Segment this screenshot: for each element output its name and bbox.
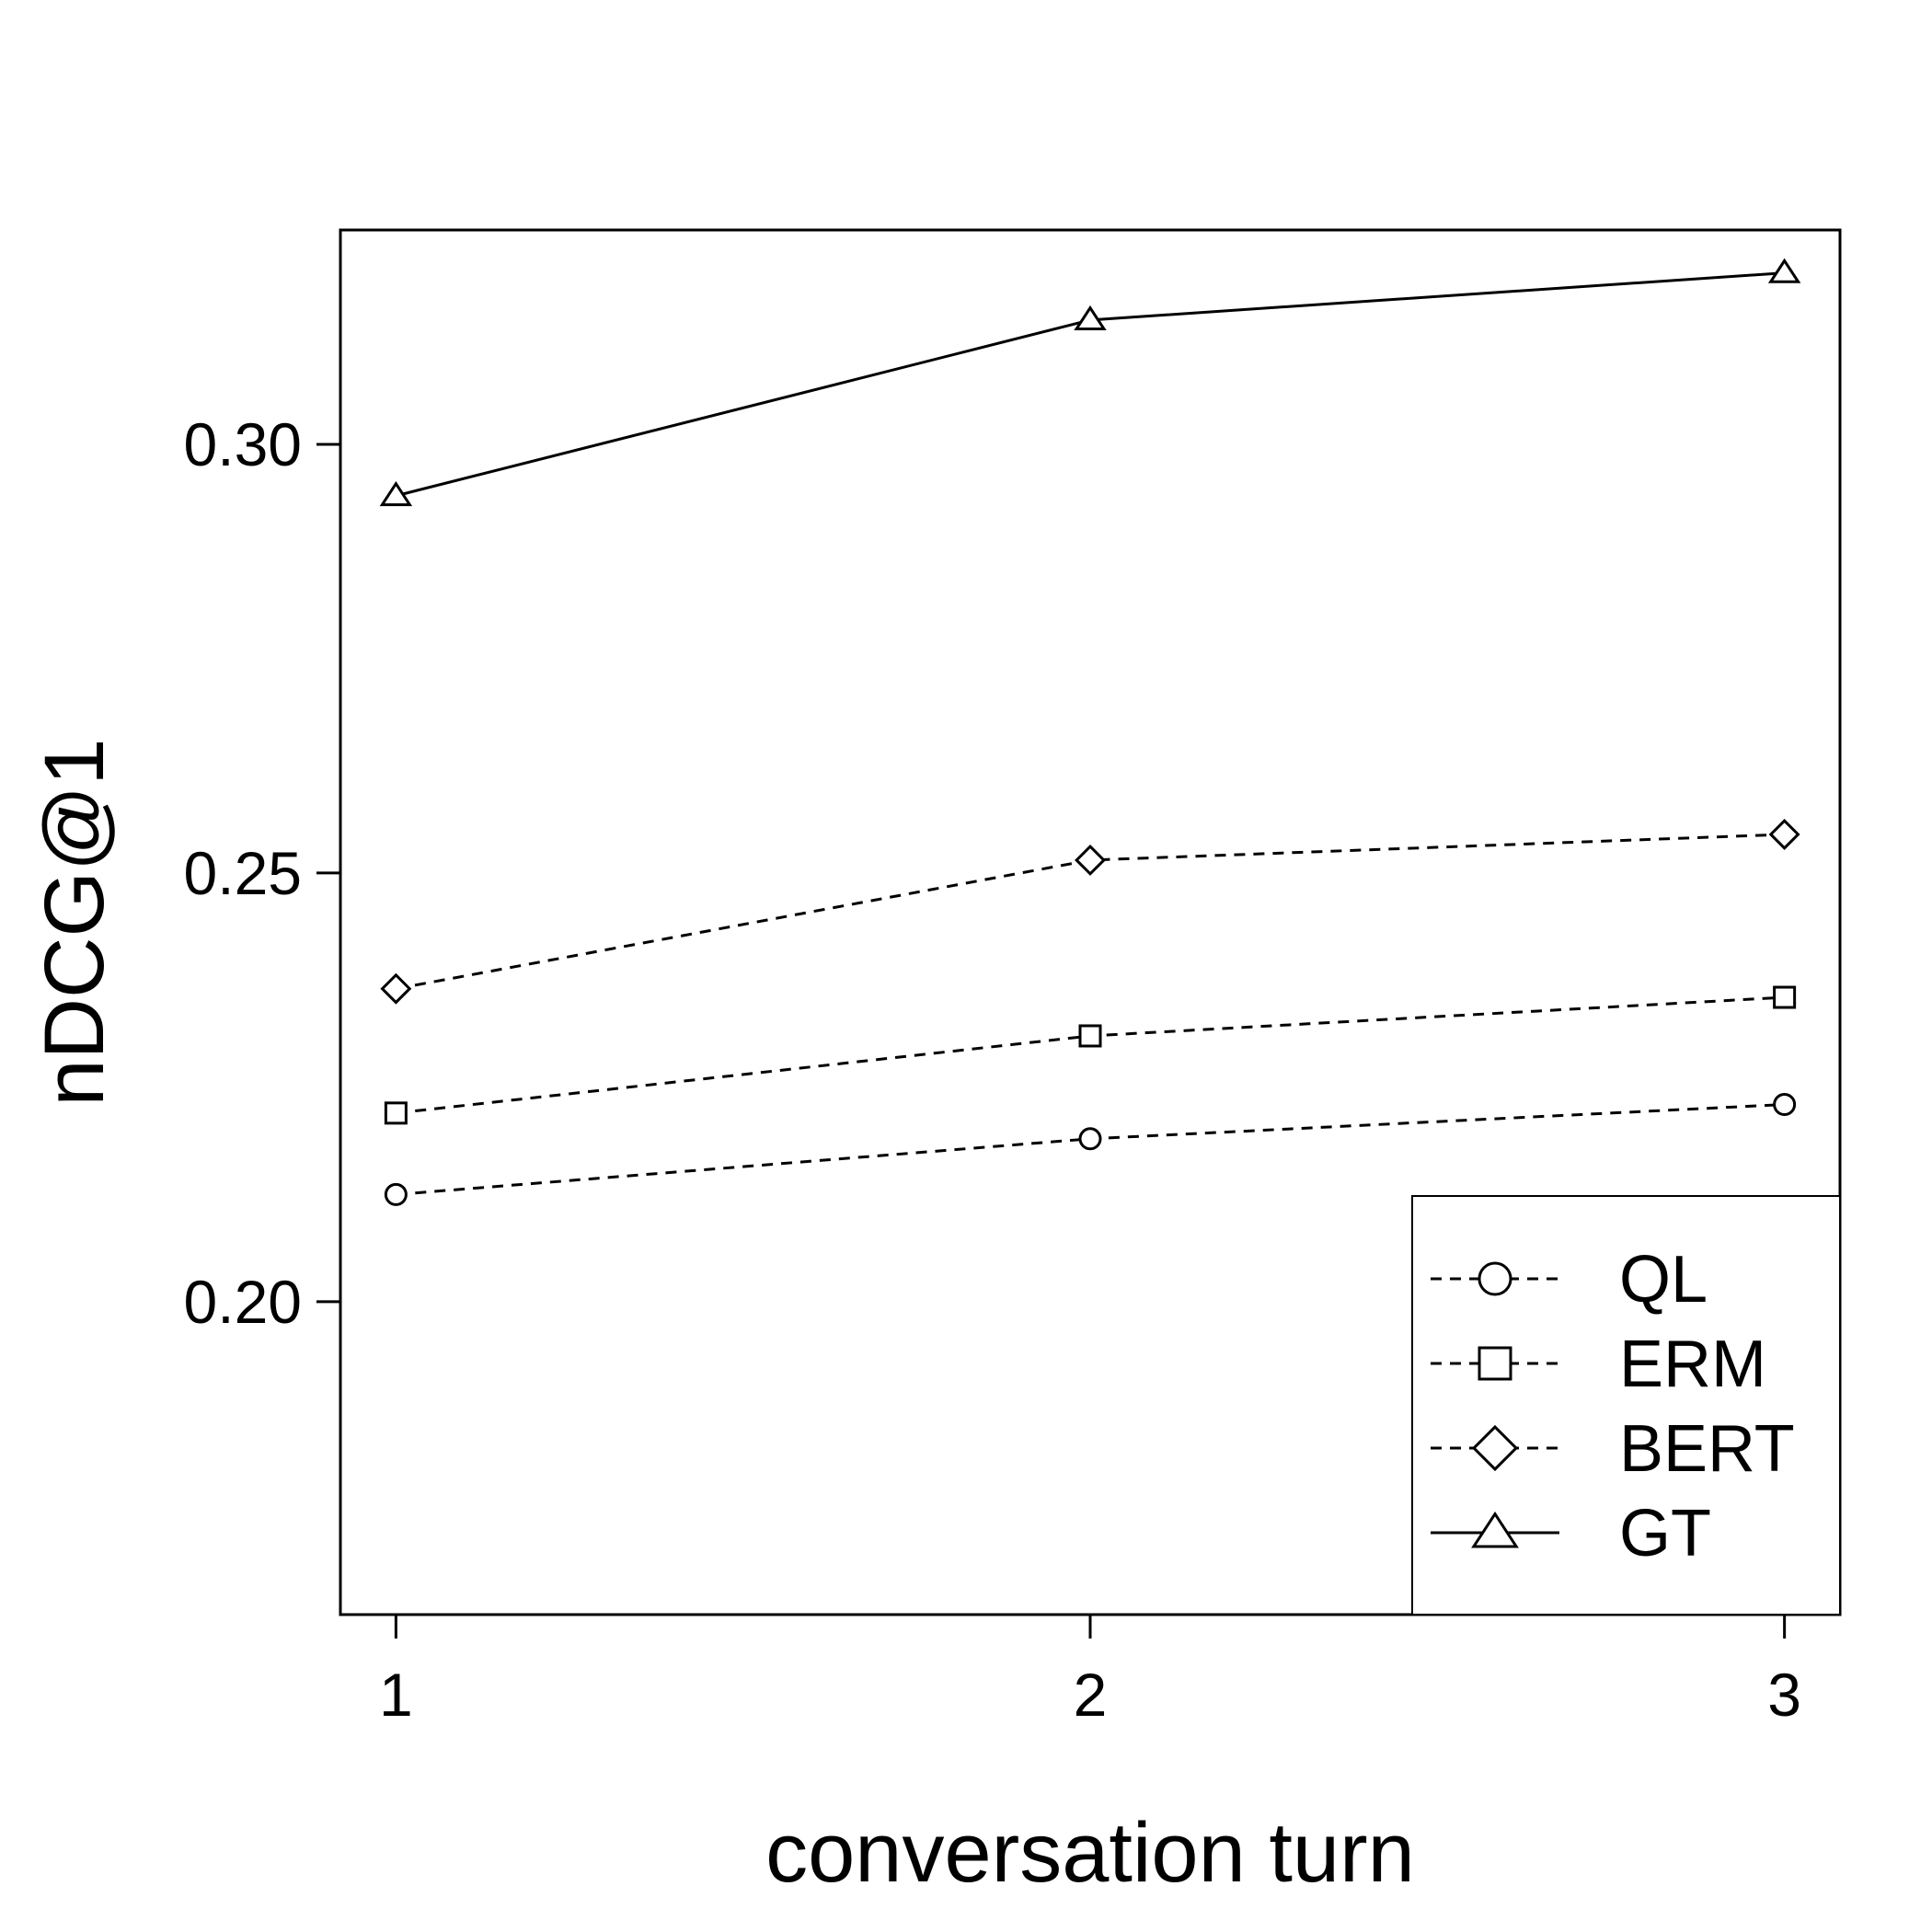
- legend-label: QL: [1619, 1243, 1708, 1317]
- legend-item: ERM: [1431, 1328, 1766, 1401]
- data-point: [1768, 819, 1800, 850]
- legend-label: BERT: [1619, 1412, 1795, 1486]
- y-axis-title: nDCG@1: [28, 738, 121, 1106]
- legend-label: ERM: [1619, 1328, 1766, 1401]
- data-point: [379, 480, 413, 507]
- data-point: [380, 972, 412, 1005]
- data-point: [1773, 1093, 1797, 1117]
- data-point: [1078, 1127, 1102, 1151]
- legend: QL ERM BERT GT: [1411, 1195, 1841, 1616]
- x-tick-label: 1: [379, 1661, 413, 1729]
- legend-marker: [1478, 1346, 1512, 1381]
- x-tick-label: 2: [1074, 1661, 1108, 1729]
- series-line: [396, 995, 1785, 1115]
- series-ql: [384, 1093, 1797, 1206]
- data-point: [1767, 258, 1801, 283]
- data-point: [384, 1101, 408, 1125]
- data-point: [1075, 844, 1106, 876]
- legend-item: BERT: [1431, 1412, 1795, 1486]
- x-axis: 1 2 3: [379, 1615, 1801, 1729]
- data-point: [1074, 305, 1107, 331]
- legend-label: GT: [1619, 1497, 1711, 1570]
- series-gt: [379, 258, 1801, 507]
- legend-item: GT: [1431, 1497, 1711, 1570]
- x-axis-title: conversation turn: [765, 1806, 1415, 1900]
- series-bert: [380, 819, 1800, 1005]
- legend-marker: [1471, 1511, 1519, 1548]
- legend-marker: [1478, 1261, 1512, 1296]
- y-tick-label: 0.30: [184, 410, 302, 478]
- x-tick-label: 3: [1767, 1661, 1801, 1729]
- y-tick-label: 0.20: [184, 1268, 302, 1336]
- data-point: [384, 1182, 408, 1206]
- data-point: [1078, 1024, 1102, 1048]
- y-axis: 0.20 0.25 0.30: [184, 410, 340, 1336]
- legend-item: QL: [1431, 1243, 1708, 1317]
- series-erm: [384, 985, 1797, 1125]
- series-layer: [379, 258, 1801, 1206]
- y-tick-label: 0.25: [184, 839, 302, 907]
- data-point: [1773, 985, 1797, 1009]
- legend-marker: [1471, 1424, 1519, 1472]
